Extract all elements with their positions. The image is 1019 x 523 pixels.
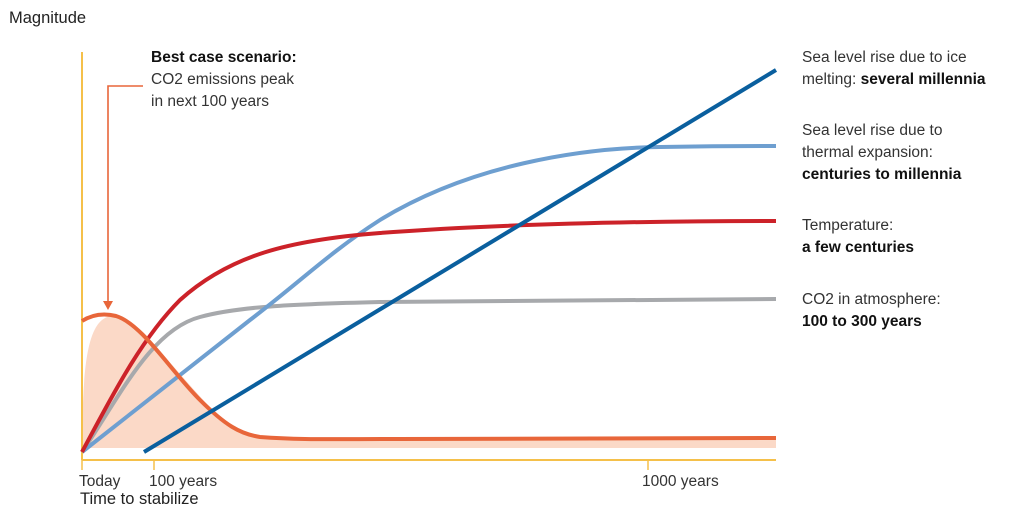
x-tick-label-100-years: 100 years xyxy=(149,473,218,490)
label-thermal-line-3: centuries to millennia xyxy=(802,166,962,183)
label-thermal-expansion: Sea level rise due to thermal expansion:… xyxy=(802,120,961,186)
annotation-text: Best case scenario: CO2 emissions peak i… xyxy=(151,47,297,113)
label-ice-melting-line-1: Sea level rise due to ice xyxy=(802,49,967,66)
label-temperature-line-1: Temperature: xyxy=(802,217,894,234)
x-tick-label-today: Today xyxy=(79,473,121,490)
series-temperature xyxy=(80,219,777,453)
label-temperature-line-2: a few centuries xyxy=(802,239,914,256)
label-ice-melting: Sea level rise due to ice melting: sever… xyxy=(802,47,986,91)
annotation-bracket xyxy=(107,85,143,304)
series-thermal-expansion xyxy=(80,144,777,454)
y-axis-title: Magnitude xyxy=(9,9,87,27)
label-ice-melting-line-2: melting: several millennia xyxy=(802,69,986,91)
label-co2-line-2: 100 to 300 years xyxy=(802,313,922,330)
label-ice-melting-plain: melting: xyxy=(802,71,861,88)
annotation-title: Best case scenario: xyxy=(151,49,297,66)
label-co2-line-1: CO2 in atmosphere: xyxy=(802,291,941,308)
series-co2-atmosphere xyxy=(80,297,777,454)
emissions-area xyxy=(82,315,776,448)
series-co2-emissions xyxy=(80,312,777,442)
annotation-arrowhead xyxy=(103,301,113,310)
x-axis-title: Time to stabilize xyxy=(80,490,199,508)
x-tick-label-1000-years: 1000 years xyxy=(642,473,719,490)
annotation-line-1: CO2 emissions peak xyxy=(151,71,295,88)
label-temperature: Temperature: a few centuries xyxy=(802,215,914,259)
label-co2-atmosphere: CO2 in atmosphere: 100 to 300 years xyxy=(802,289,941,333)
series-ice-melting xyxy=(142,68,778,454)
label-thermal-line-2: thermal expansion: xyxy=(802,144,933,161)
label-thermal-line-1: Sea level rise due to xyxy=(802,122,943,139)
annotation-line-2: in next 100 years xyxy=(151,93,270,110)
label-ice-melting-bold: several millennia xyxy=(860,71,986,88)
